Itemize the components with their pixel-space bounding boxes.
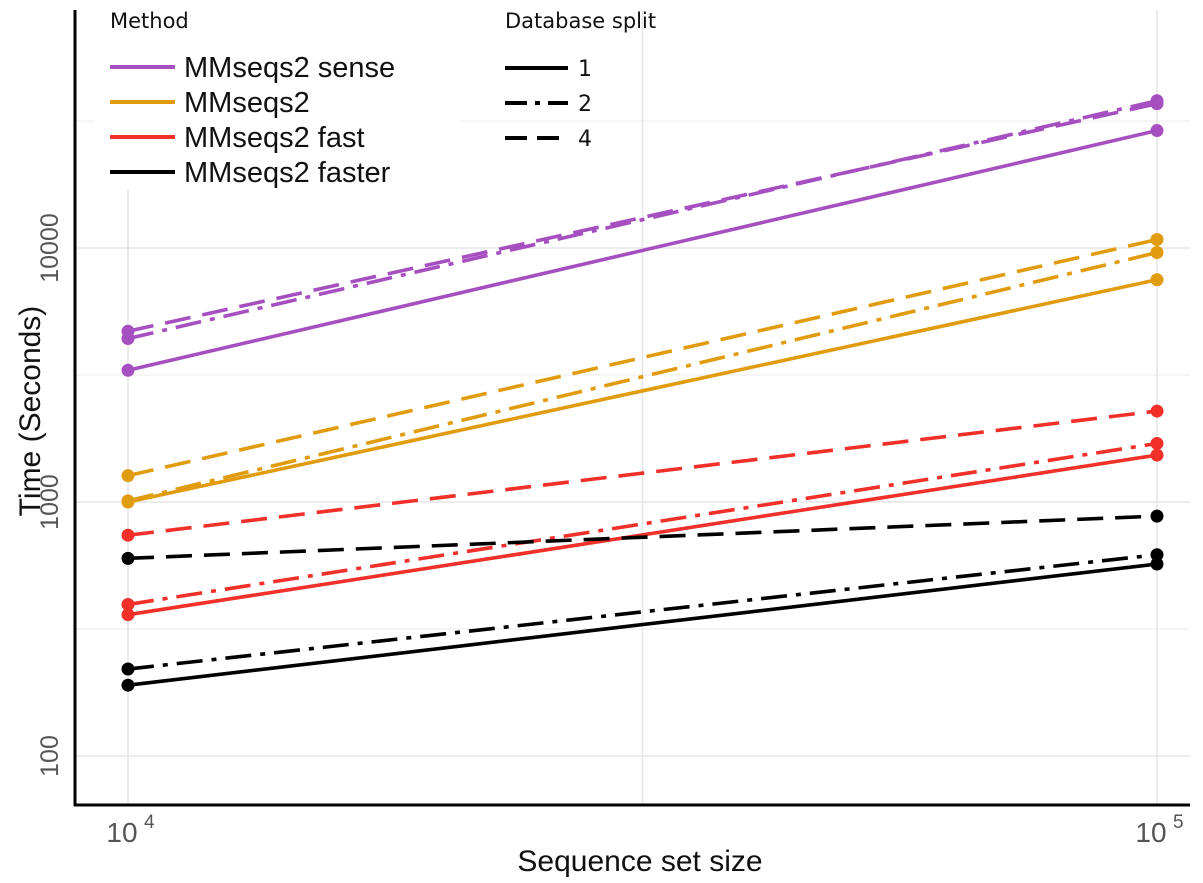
x-axis-title: Sequence set size <box>517 845 762 878</box>
axes <box>73 10 1190 807</box>
data-point <box>1150 97 1164 111</box>
data-point <box>1150 124 1164 138</box>
series-mmseqs2-sense-split-4 <box>121 97 1164 338</box>
legend-split-title: Database split <box>505 9 656 33</box>
series-mmseqs2-faster-split-4 <box>121 509 1164 565</box>
series-mmseqs2-fast-split-2 <box>121 436 1164 611</box>
series-line <box>127 514 1158 561</box>
series-line <box>127 98 1158 341</box>
series-line <box>127 562 1158 687</box>
legend-label: 4 <box>578 127 592 152</box>
series-mmseqs2-fast-split-1 <box>121 448 1164 622</box>
series-mmseqs2-faster-split-1 <box>121 557 1164 692</box>
x-tick-label-exponent: 5 <box>1173 812 1184 833</box>
data-point <box>121 363 135 377</box>
data-point <box>1150 557 1164 571</box>
data-point <box>1150 509 1164 523</box>
series-mmseqs2-split-4 <box>121 233 1164 483</box>
data-point <box>1150 233 1164 247</box>
data-point <box>1150 548 1164 562</box>
series-mmseqs2-faster-split-2 <box>121 548 1164 676</box>
series-mmseqs2-split-2 <box>121 246 1164 508</box>
series-mmseqs2-fast-split-4 <box>121 404 1164 542</box>
legend-label: 2 <box>578 92 592 117</box>
x-tick-label: 10 <box>106 817 137 848</box>
legend-item-mmseqs2-fast: MMseqs2 fast <box>110 122 365 154</box>
data-point <box>121 608 135 622</box>
series-line <box>127 128 1158 373</box>
x-tick-label: 10 <box>1135 817 1166 848</box>
legend-item-mmseqs2: MMseqs2 <box>110 87 310 119</box>
legend-label: 1 <box>578 57 592 82</box>
data-point <box>1150 404 1164 418</box>
legend-split-item-2: 2 <box>505 92 592 117</box>
series-line <box>127 237 1158 478</box>
legend: Method Database split MMseqs2 senseMMseq… <box>95 2 656 190</box>
data-point <box>121 551 135 565</box>
data-point <box>121 678 135 692</box>
legend-split-item-4: 4 <box>505 127 592 152</box>
legend-split-item-1: 1 <box>505 57 592 82</box>
legend-label: MMseqs2 faster <box>184 157 391 189</box>
y-axis-title: Time (Seconds) <box>14 306 47 517</box>
series-line <box>127 101 1158 334</box>
series-line <box>127 250 1158 503</box>
series-line <box>127 453 1158 617</box>
legend-label: MMseqs2 fast <box>184 122 365 154</box>
data-point <box>121 597 135 611</box>
legend-method-title: Method <box>110 9 189 33</box>
data-point <box>121 324 135 338</box>
data-point <box>121 494 135 508</box>
legend-label: MMseqs2 sense <box>184 52 395 84</box>
y-tick-label: 10000 <box>36 213 64 283</box>
data-point <box>121 528 135 542</box>
data-point <box>121 469 135 483</box>
legend-splits: 1 2 4 <box>505 57 592 152</box>
x-tick-label-exponent: 4 <box>144 812 155 833</box>
legend-item-mmseqs2-sense: MMseqs2 sense <box>110 52 395 84</box>
legend-background <box>95 2 460 190</box>
legend-label: MMseqs2 <box>184 87 310 119</box>
legend-item-mmseqs2-faster: MMseqs2 faster <box>110 157 391 189</box>
tick-labels: 100 1000 10000 10 4 10 5 <box>36 213 1184 848</box>
series-line <box>127 409 1158 538</box>
series-line <box>127 552 1158 671</box>
series-line <box>127 277 1158 504</box>
data-point <box>1150 448 1164 462</box>
y-tick-label: 1000 <box>36 474 64 530</box>
data-point <box>121 662 135 676</box>
series-lines <box>121 94 1164 692</box>
data-point <box>1150 273 1164 287</box>
y-tick-label: 100 <box>36 735 64 777</box>
data-point <box>1150 436 1164 450</box>
data-point <box>1150 246 1164 260</box>
series-mmseqs2-sense-split-1 <box>121 124 1164 377</box>
